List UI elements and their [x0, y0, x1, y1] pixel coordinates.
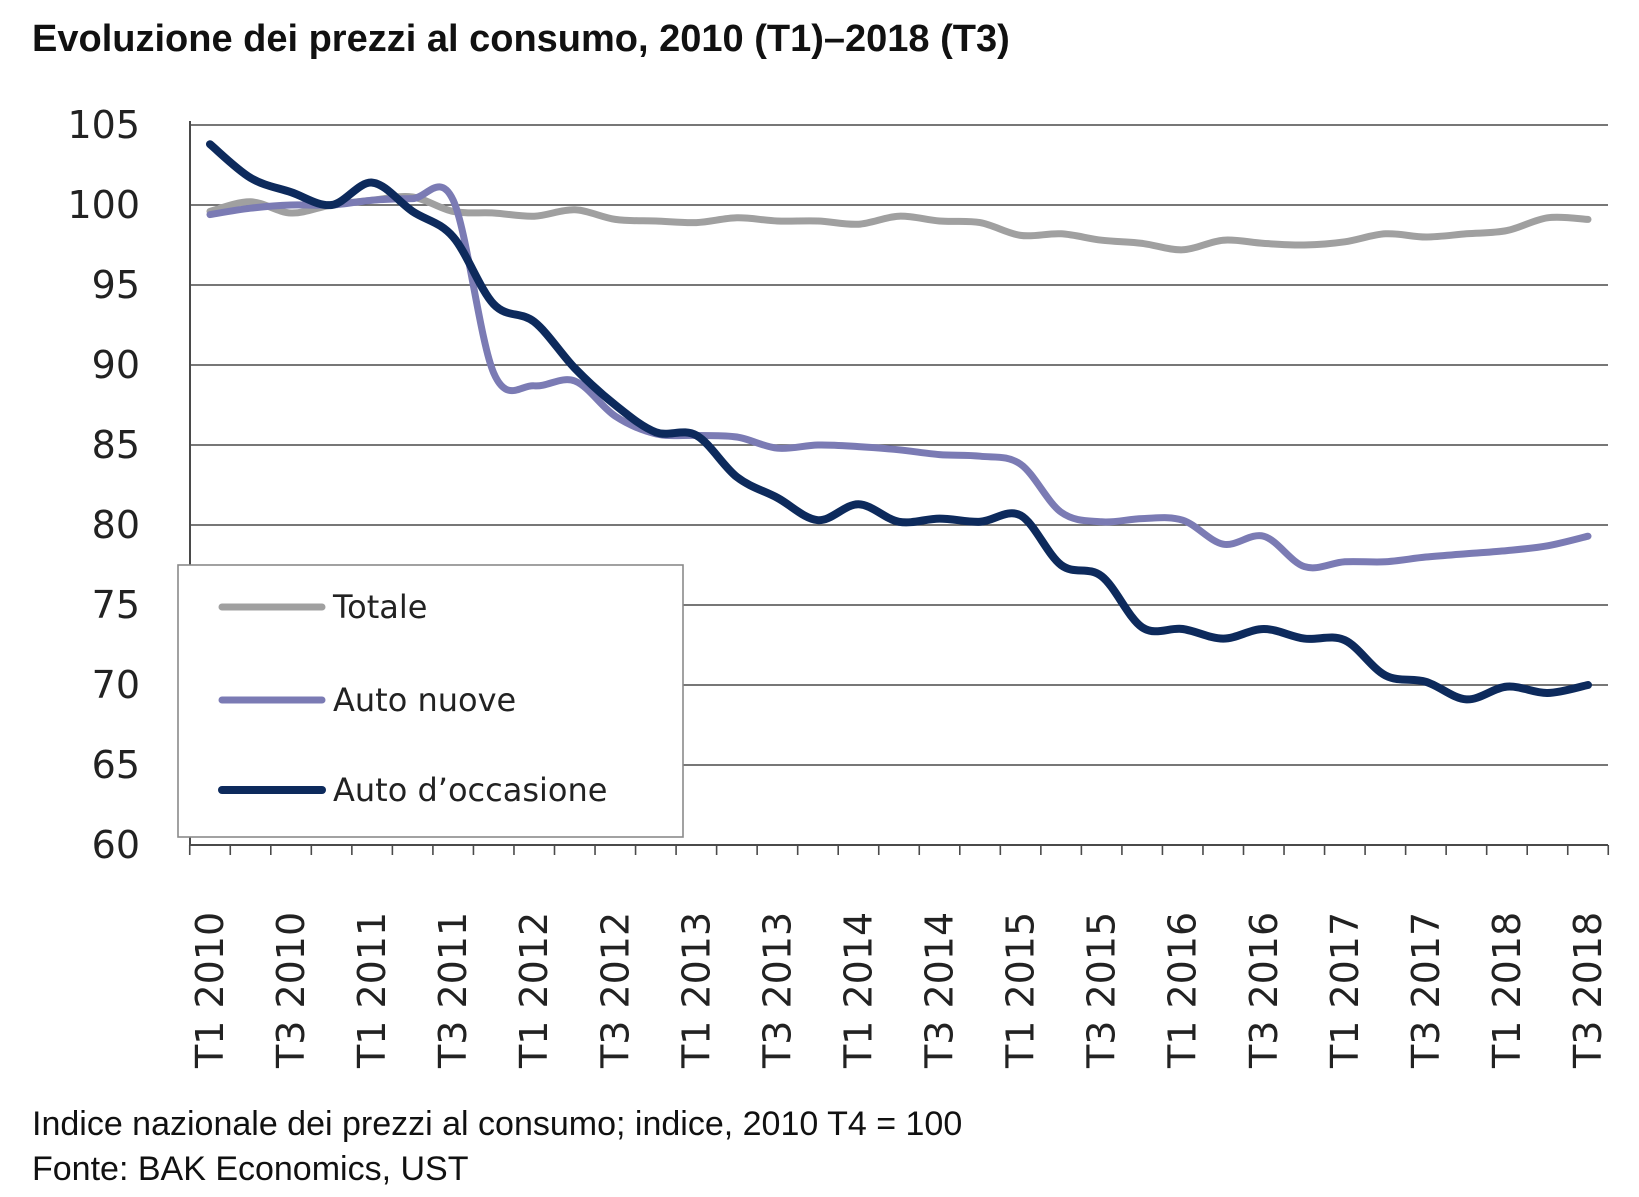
y-tick-label: 100	[67, 183, 140, 227]
legend-label: Totale	[332, 588, 427, 626]
x-tick-label: T1 2018	[1485, 912, 1529, 1069]
x-axis-ticks: T1 2010 T3 2010 T1 2011 T3 2011 T1 2012 T3 20…	[188, 845, 1610, 1069]
x-tick-label: T3 2010	[269, 912, 313, 1069]
series-lines	[206, 140, 1592, 704]
x-tick-label: T1 2016	[1161, 912, 1205, 1069]
y-tick-label: 60	[92, 823, 140, 867]
y-tick-label: 80	[92, 503, 140, 547]
x-tick-label: T3 2016	[1242, 912, 1286, 1069]
y-tick-label: 85	[92, 423, 140, 467]
x-tick-label: T3 2014	[918, 912, 962, 1069]
x-tick-label: T3 2017	[1404, 912, 1448, 1069]
legend-label: Auto d’occasione	[333, 771, 607, 809]
chart-title: Evoluzione dei prezzi al consumo, 2010 (…	[32, 18, 1010, 60]
y-tick-label: 90	[92, 343, 140, 387]
y-axis-ticks: 60 65 70 75 80 85 90 95 100 105	[67, 103, 140, 867]
y-tick-label: 70	[92, 663, 140, 707]
series-line-1	[206, 183, 1592, 572]
x-tick-label: T1 2012	[512, 912, 556, 1069]
x-tick-label: T3 2012	[593, 912, 637, 1069]
legend: Totale Auto nuove Auto d’occasione	[177, 564, 684, 838]
x-tick-label: T1 2017	[1323, 912, 1367, 1069]
x-tick-label: T1 2014	[836, 912, 880, 1069]
index-note: Indice nazionale dei prezzi al consumo; …	[32, 1105, 963, 1143]
x-tick-label: T1 2010	[188, 912, 232, 1069]
x-tick-label: T3 2011	[431, 912, 475, 1069]
source-note: Fonte: BAK Economics, UST	[32, 1150, 469, 1188]
x-tick-label: T3 2013	[755, 912, 799, 1069]
series-line-0	[206, 193, 1592, 254]
y-tick-label: 65	[92, 743, 140, 787]
y-tick-label: 105	[67, 103, 140, 147]
x-tick-label: T1 2015	[999, 912, 1043, 1069]
series-line-2	[206, 140, 1592, 704]
x-tick-label: T1 2011	[350, 912, 394, 1069]
legend-label: Auto nuove	[333, 681, 516, 719]
x-tick-label: T3 2018	[1566, 912, 1610, 1069]
y-tick-label: 75	[92, 583, 140, 627]
x-tick-label: T3 2015	[1080, 912, 1124, 1069]
x-tick-label: T1 2013	[674, 912, 718, 1069]
y-tick-label: 95	[92, 263, 140, 307]
